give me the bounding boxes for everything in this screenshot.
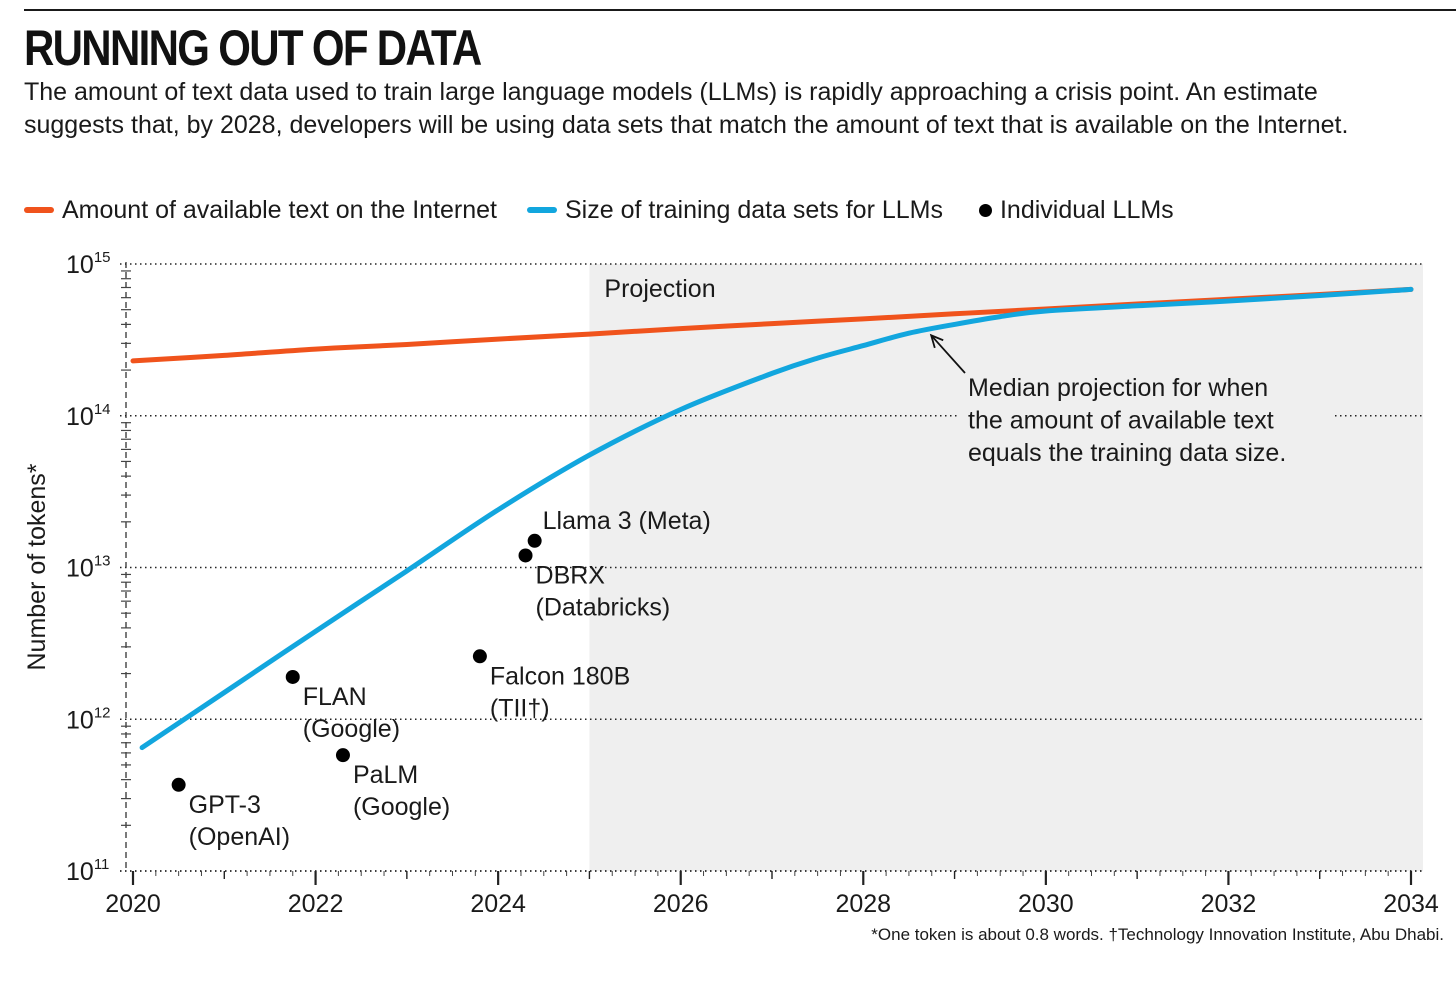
llm-point [472, 649, 487, 664]
x-tick-label-2022: 2022 [288, 890, 344, 918]
legend-swatch-llms [978, 203, 992, 217]
series-lines [130, 286, 1414, 751]
legend-label-llms: Individual LLMs [999, 195, 1174, 224]
llm-org-label: (TII†) [490, 694, 550, 722]
annotation-arrowhead [929, 333, 944, 349]
legend-item-llms: Individual LLMs [973, 196, 1174, 225]
llm-label: PaLM [353, 761, 418, 789]
llm-label: FLAN [303, 683, 367, 711]
projection-label: Projection [604, 275, 715, 303]
llm-org-label: (Google) [303, 715, 400, 743]
llm-org-label: (Google) [353, 793, 450, 821]
annotations: Median projection for when the amount of … [929, 333, 1334, 471]
y-tick-label-15: 1015 [66, 249, 111, 279]
llm-label: DBRX [536, 561, 606, 589]
top-rule [24, 9, 1456, 11]
y-tick-label-13: 1013 [66, 553, 111, 583]
llm-point [335, 748, 350, 763]
llm-label: GPT-3 [189, 791, 261, 819]
legend-label-internet: Amount of available text on the Internet [62, 195, 497, 224]
chart-title: RUNNING OUT OF DATA [24, 20, 482, 76]
llm-point [527, 533, 542, 548]
llm-org-label: (OpenAI) [189, 823, 290, 851]
llm-points: GPT-3 (OpenAI) FLAN (Google) PaLM (Google) Fal… [171, 507, 711, 851]
y-tick-label-11: 1011 [66, 856, 109, 886]
legend-item-training: Size of training data sets for LLMs [527, 196, 943, 225]
chart-subtitle: The amount of text data used to train la… [24, 78, 1349, 139]
axes: 1011 1012 1013 1014 1015 Number of tokens* 202… [23, 249, 1439, 918]
legend-swatch-training [527, 207, 557, 213]
x-tick-label-2026: 2026 [653, 890, 709, 918]
legend-item-internet: Amount of available text on the Internet [24, 196, 497, 225]
legend-swatch-internet [24, 207, 54, 213]
annotation-line: equals the training data size. [968, 439, 1286, 467]
x-tick-label-2030: 2030 [1018, 890, 1074, 918]
x-tick-label-2034: 2034 [1383, 890, 1439, 918]
annotation-line: the amount of available text [968, 407, 1274, 435]
y-tick-label-12: 1012 [66, 704, 111, 734]
legend-label-training: Size of training data sets for LLMs [565, 195, 943, 224]
llm-org-label: (Databricks) [536, 593, 671, 621]
y-axis-label: Number of tokens* [23, 463, 51, 670]
x-tick-label-2020: 2020 [105, 890, 161, 918]
footnote: *One token is about 0.8 words. †Technolo… [871, 925, 1444, 944]
llm-label: Falcon 180B [490, 662, 630, 690]
annotation-line: Median projection for when [968, 374, 1268, 402]
llm-label: Llama 3 (Meta) [543, 507, 711, 535]
x-tick-label-2024: 2024 [470, 890, 526, 918]
legend: Amount of available text on the Internet… [24, 194, 1204, 226]
llm-point [518, 548, 533, 563]
x-tick-label-2028: 2028 [835, 890, 891, 918]
y-tick-label-14: 1014 [66, 401, 111, 431]
x-tick-label-2032: 2032 [1201, 890, 1257, 918]
llm-point [285, 669, 300, 684]
llm-point [171, 777, 186, 792]
annotation-background [958, 367, 1334, 471]
series-training-line [139, 286, 1414, 751]
annotation-arrow [930, 334, 966, 374]
